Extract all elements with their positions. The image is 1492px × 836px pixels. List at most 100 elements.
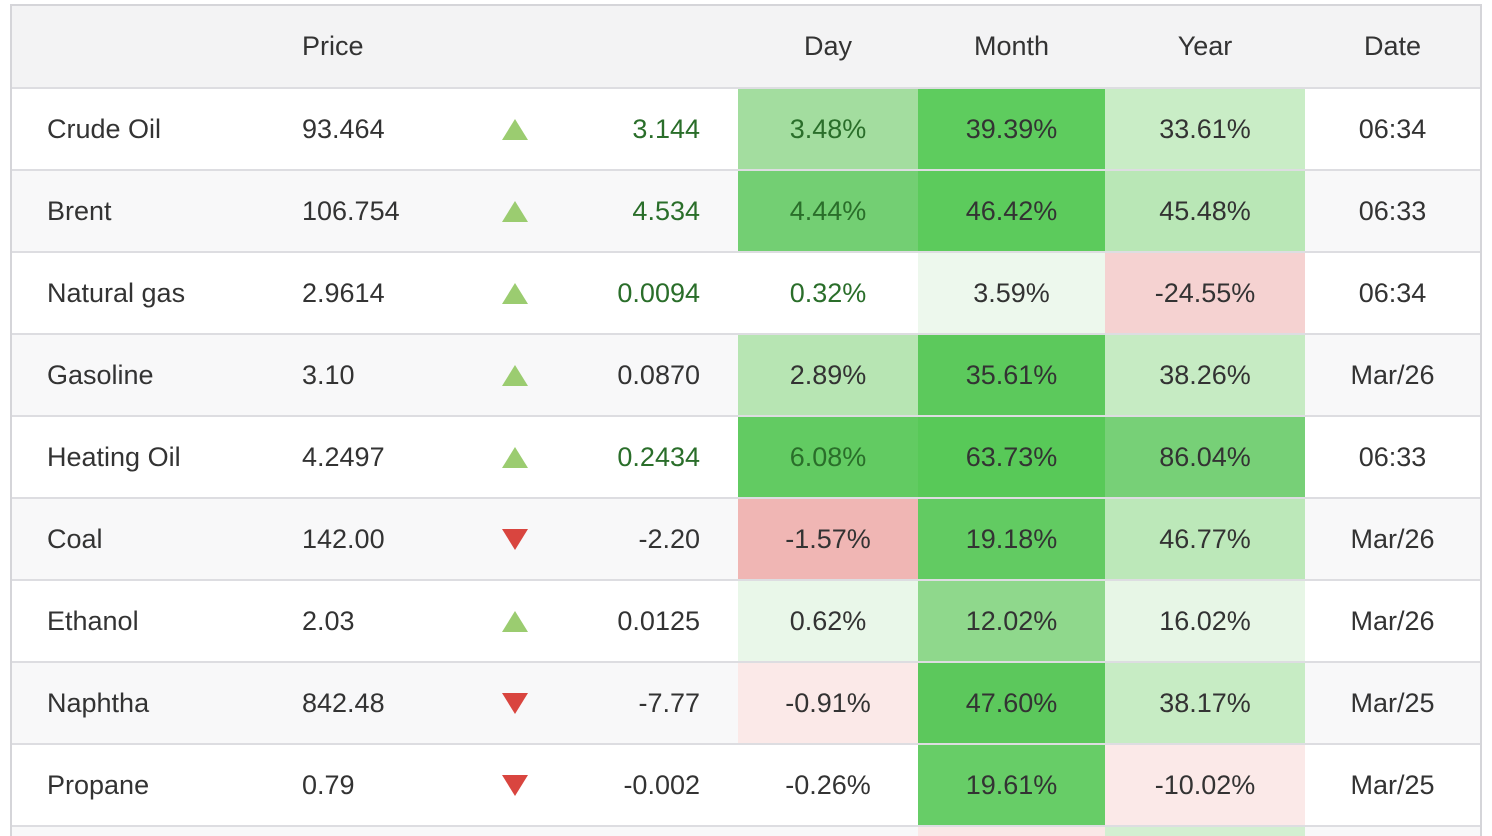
- arrow-cell: [470, 826, 560, 836]
- change-cell: 0.0870: [617, 359, 700, 390]
- year-change-cell: 16.02%: [1105, 580, 1305, 662]
- table-header-row: Price Day Month Year Date: [12, 6, 1480, 88]
- column-header-month: Month: [973, 31, 1050, 61]
- price-cell: [290, 826, 470, 836]
- date-cell: 06:34: [1358, 113, 1427, 144]
- commodity-name-link[interactable]: Ethanol: [47, 605, 139, 636]
- price-cell: 4.2497: [302, 441, 385, 472]
- month-change-cell: [918, 826, 1105, 836]
- commodities-table-body: Crude Oil 93.464 3.144 3.48% 39.39% 33.6…: [12, 88, 1480, 836]
- month-change-cell: 46.42%: [918, 170, 1105, 252]
- year-change-cell: 46.77%: [1105, 498, 1305, 580]
- month-change-cell: 63.73%: [918, 416, 1105, 498]
- column-header-arrow: [470, 6, 560, 88]
- up-arrow-icon: [502, 364, 528, 386]
- arrow-cell: [470, 170, 560, 252]
- day-change-cell: -0.26%: [785, 769, 871, 800]
- column-header-date: Date: [1363, 31, 1422, 61]
- table-row[interactable]: Brent 106.754 4.534 4.44% 46.42% 45.48% …: [12, 170, 1480, 252]
- arrow-cell: [470, 580, 560, 662]
- change-cell: 0.0125: [617, 605, 700, 636]
- arrow-cell: [470, 498, 560, 580]
- change-cell: 3.144: [632, 113, 700, 144]
- year-change-cell: 38.26%: [1105, 334, 1305, 416]
- commodity-name-link[interactable]: Naphtha: [47, 687, 150, 718]
- down-arrow-icon: [502, 692, 528, 714]
- date-cell: 06:34: [1358, 277, 1427, 308]
- arrow-cell: [470, 662, 560, 744]
- arrow-cell: [470, 252, 560, 334]
- year-change-cell: 33.61%: [1105, 88, 1305, 170]
- date-cell: Mar/26: [1350, 523, 1435, 554]
- day-change-cell: [738, 826, 918, 836]
- up-arrow-icon: [502, 282, 528, 304]
- year-change-cell: [1105, 826, 1305, 836]
- day-change-cell: -1.57%: [738, 498, 918, 580]
- column-header-change: [560, 6, 738, 88]
- column-header-day: Day: [803, 31, 852, 61]
- commodities-table-container: Price Day Month Year Date Crude Oil 93.4…: [10, 4, 1482, 836]
- price-cell: 93.464: [302, 113, 385, 144]
- arrow-cell: [470, 334, 560, 416]
- table-row[interactable]: Propane 0.79 -0.002 -0.26% 19.61% -10.02…: [12, 744, 1480, 826]
- up-arrow-icon: [502, 200, 528, 222]
- date-cell: 06:33: [1358, 441, 1427, 472]
- table-row[interactable]: Heating Oil 4.2497 0.2434 6.08% 63.73% 8…: [12, 416, 1480, 498]
- year-change-cell: 86.04%: [1105, 416, 1305, 498]
- arrow-cell: [470, 744, 560, 826]
- commodity-name-link[interactable]: Crude Oil: [47, 113, 162, 144]
- change-cell: [560, 826, 738, 836]
- price-cell: 106.754: [302, 195, 400, 226]
- commodity-name-link[interactable]: Propane: [47, 769, 150, 800]
- up-arrow-icon: [502, 118, 528, 140]
- price-cell: 0.79: [302, 769, 355, 800]
- month-change-cell: 47.60%: [918, 662, 1105, 744]
- table-row[interactable]: Naphtha 842.48 -7.77 -0.91% 47.60% 38.17…: [12, 662, 1480, 744]
- arrow-cell: [470, 88, 560, 170]
- date-cell: Mar/26: [1350, 605, 1435, 636]
- column-header-name: [12, 6, 290, 88]
- table-row[interactable]: [12, 826, 1480, 836]
- month-change-cell: 35.61%: [918, 334, 1105, 416]
- down-arrow-icon: [502, 528, 528, 550]
- day-change-cell: 0.32%: [789, 277, 867, 308]
- commodity-name-link[interactable]: [12, 826, 290, 836]
- day-change-cell: 0.62%: [738, 580, 918, 662]
- commodity-name-link[interactable]: Natural gas: [47, 277, 186, 308]
- commodity-name-link[interactable]: Gasoline: [47, 359, 154, 390]
- month-change-cell: 39.39%: [918, 88, 1105, 170]
- arrow-cell: [470, 416, 560, 498]
- commodity-name-link[interactable]: Heating Oil: [47, 441, 181, 472]
- year-change-cell: 38.17%: [1105, 662, 1305, 744]
- change-cell: -0.002: [623, 769, 700, 800]
- commodity-name-link[interactable]: Brent: [47, 195, 112, 226]
- column-header-price: Price: [302, 31, 364, 61]
- day-change-cell: -0.91%: [738, 662, 918, 744]
- month-change-cell: 19.61%: [918, 744, 1105, 826]
- month-change-cell: 3.59%: [918, 252, 1105, 334]
- down-arrow-icon: [502, 774, 528, 796]
- date-cell: Mar/25: [1350, 687, 1435, 718]
- price-cell: 142.00: [302, 523, 385, 554]
- up-arrow-icon: [502, 610, 528, 632]
- change-cell: -7.77: [638, 687, 700, 718]
- price-cell: 842.48: [302, 687, 385, 718]
- year-change-cell: -24.55%: [1105, 252, 1305, 334]
- day-change-cell: 2.89%: [738, 334, 918, 416]
- table-row[interactable]: Natural gas 2.9614 0.0094 0.32% 3.59% -2…: [12, 252, 1480, 334]
- price-cell: 2.9614: [302, 277, 385, 308]
- table-row[interactable]: Gasoline 3.10 0.0870 2.89% 35.61% 38.26%…: [12, 334, 1480, 416]
- column-header-year: Year: [1177, 31, 1233, 61]
- price-cell: 3.10: [302, 359, 355, 390]
- table-row[interactable]: Coal 142.00 -2.20 -1.57% 19.18% 46.77% M…: [12, 498, 1480, 580]
- table-row[interactable]: Ethanol 2.03 0.0125 0.62% 12.02% 16.02% …: [12, 580, 1480, 662]
- date-cell: Mar/25: [1350, 769, 1435, 800]
- price-cell: 2.03: [302, 605, 355, 636]
- commodities-table: Price Day Month Year Date Crude Oil 93.4…: [12, 6, 1480, 836]
- day-change-cell: 6.08%: [738, 416, 918, 498]
- table-row[interactable]: Crude Oil 93.464 3.144 3.48% 39.39% 33.6…: [12, 88, 1480, 170]
- month-change-cell: 19.18%: [918, 498, 1105, 580]
- commodity-name-link[interactable]: Coal: [47, 523, 103, 554]
- year-change-cell: -10.02%: [1105, 744, 1305, 826]
- date-cell: 06:33: [1358, 195, 1427, 226]
